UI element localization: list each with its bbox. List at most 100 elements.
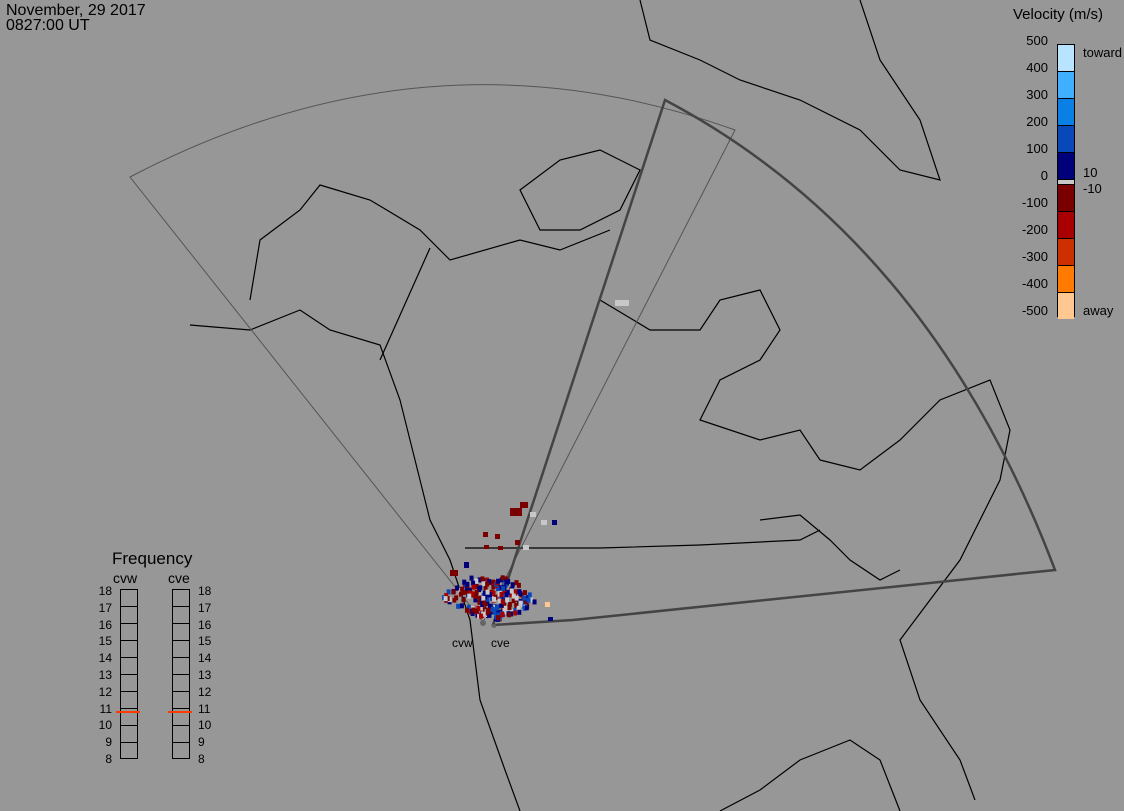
- frequency-marker-cve: [168, 710, 192, 713]
- echo-cell: [530, 512, 536, 517]
- frequency-tick: 11: [99, 701, 112, 716]
- echo-cell: [465, 581, 470, 587]
- colorbar-tick: 100: [1026, 141, 1048, 156]
- echo-cell: [500, 599, 505, 605]
- colorbar-segment: [1058, 126, 1074, 153]
- echo-cell: [511, 593, 516, 599]
- echo-cell: [464, 607, 469, 613]
- echo-cell: [495, 604, 500, 610]
- echo-cell: [496, 615, 501, 621]
- coastline-alaska: [249, 184, 611, 301]
- echo-cell: [460, 586, 465, 592]
- echo-cell: [507, 592, 512, 598]
- echo-cell: [496, 612, 501, 618]
- echo-cell: [487, 603, 492, 609]
- frequency-tick: 18: [98, 584, 112, 598]
- frequency-tick: 17: [98, 600, 112, 615]
- echo-cell: [443, 596, 448, 602]
- echo-cell: [474, 584, 479, 590]
- frequency-tick: 10: [98, 718, 112, 733]
- colorbar-tick: 500: [1026, 33, 1048, 48]
- frequency-tick: 16: [98, 617, 112, 632]
- echo-cell: [485, 593, 490, 599]
- frequency-gauge-cve: [172, 589, 190, 759]
- colorbar-segment: [1058, 293, 1074, 319]
- radar-label-cve: cve: [491, 636, 510, 650]
- frequency-tick: 9: [105, 735, 112, 750]
- echo-cell: [496, 578, 501, 584]
- echo-cell: [510, 582, 515, 588]
- echo-cell: [487, 579, 492, 585]
- colorbar-tick: 0: [1040, 168, 1048, 183]
- colorbar-segment: [1058, 72, 1074, 99]
- frequency-tick: 15: [198, 634, 212, 649]
- echo-cell: [446, 589, 451, 595]
- echo-cell: [522, 595, 527, 601]
- echo-cell: [526, 597, 531, 603]
- frequency-tick: 9: [198, 735, 205, 750]
- echo-cell: [524, 605, 529, 611]
- echo-cell: [522, 605, 527, 611]
- fov-cvw: [129, 84, 736, 623]
- echo-cell: [510, 508, 522, 516]
- echo-cell: [461, 590, 466, 596]
- colorbar-segment-ground: [1058, 180, 1074, 185]
- echo-cell: [484, 545, 489, 549]
- echo-cell: [507, 605, 512, 611]
- radar-site-cvw: [480, 620, 486, 626]
- echo-cell: [481, 581, 486, 587]
- echo-cell: [464, 562, 469, 568]
- echo-cell: [523, 545, 529, 550]
- coastline-east: [819, 379, 1011, 801]
- echo-cell: [456, 603, 461, 609]
- echo-cell: [461, 597, 466, 603]
- colorbar-segment: [1058, 153, 1074, 180]
- echo-cell: [513, 610, 518, 616]
- echo-cell: [473, 597, 478, 603]
- echo-cell: [518, 591, 523, 597]
- echo-cell: [527, 592, 532, 598]
- echo-cell: [466, 604, 471, 610]
- echo-cell: [513, 607, 518, 613]
- echo-cell: [485, 589, 490, 595]
- echo-cell: [528, 597, 533, 603]
- echo-cell: [483, 585, 488, 591]
- velocity-colorbar: [1057, 44, 1075, 319]
- border-alaska: [379, 247, 431, 361]
- frequency-tick: 14: [98, 651, 112, 666]
- frequency-tick: 12: [198, 684, 212, 699]
- echo-cell: [482, 590, 487, 596]
- colorbar-label-neg10: -10: [1083, 181, 1102, 196]
- echo-cell: [492, 596, 497, 602]
- colorbar-tick: -300: [1021, 249, 1048, 264]
- echo-cell: [476, 605, 481, 611]
- frequency-marker-cvw: [116, 710, 140, 713]
- echo-cell: [477, 592, 482, 598]
- colorbar-title: Velocity (m/s): [1013, 6, 1104, 23]
- echo-cell: [504, 592, 509, 598]
- echo-cell: [532, 599, 537, 605]
- echo-cell: [474, 589, 479, 595]
- echo-cell: [474, 578, 479, 584]
- echo-cell: [464, 589, 469, 595]
- echo-cell: [479, 613, 484, 619]
- echo-cell: [507, 601, 512, 607]
- frequency-tick: 15: [98, 634, 112, 649]
- echo-cell: [485, 581, 490, 587]
- echo-cell: [484, 603, 489, 609]
- echo-cell: [469, 575, 474, 581]
- echo-cell: [450, 570, 458, 576]
- colorbar-tick: -400: [1021, 276, 1048, 291]
- echo-cell: [517, 609, 522, 615]
- echo-cell: [504, 579, 509, 585]
- echo-cell: [491, 584, 496, 590]
- echo-cell: [480, 602, 485, 608]
- echo-cell: [509, 611, 514, 617]
- frequency-tick: 13: [198, 668, 212, 682]
- radar-site-cve: [492, 624, 496, 628]
- date-label: November, 29 2017: [6, 2, 146, 19]
- frequency-title: Frequency: [112, 549, 193, 568]
- frequency-tick: 16: [198, 617, 212, 632]
- echo-cell: [524, 600, 529, 606]
